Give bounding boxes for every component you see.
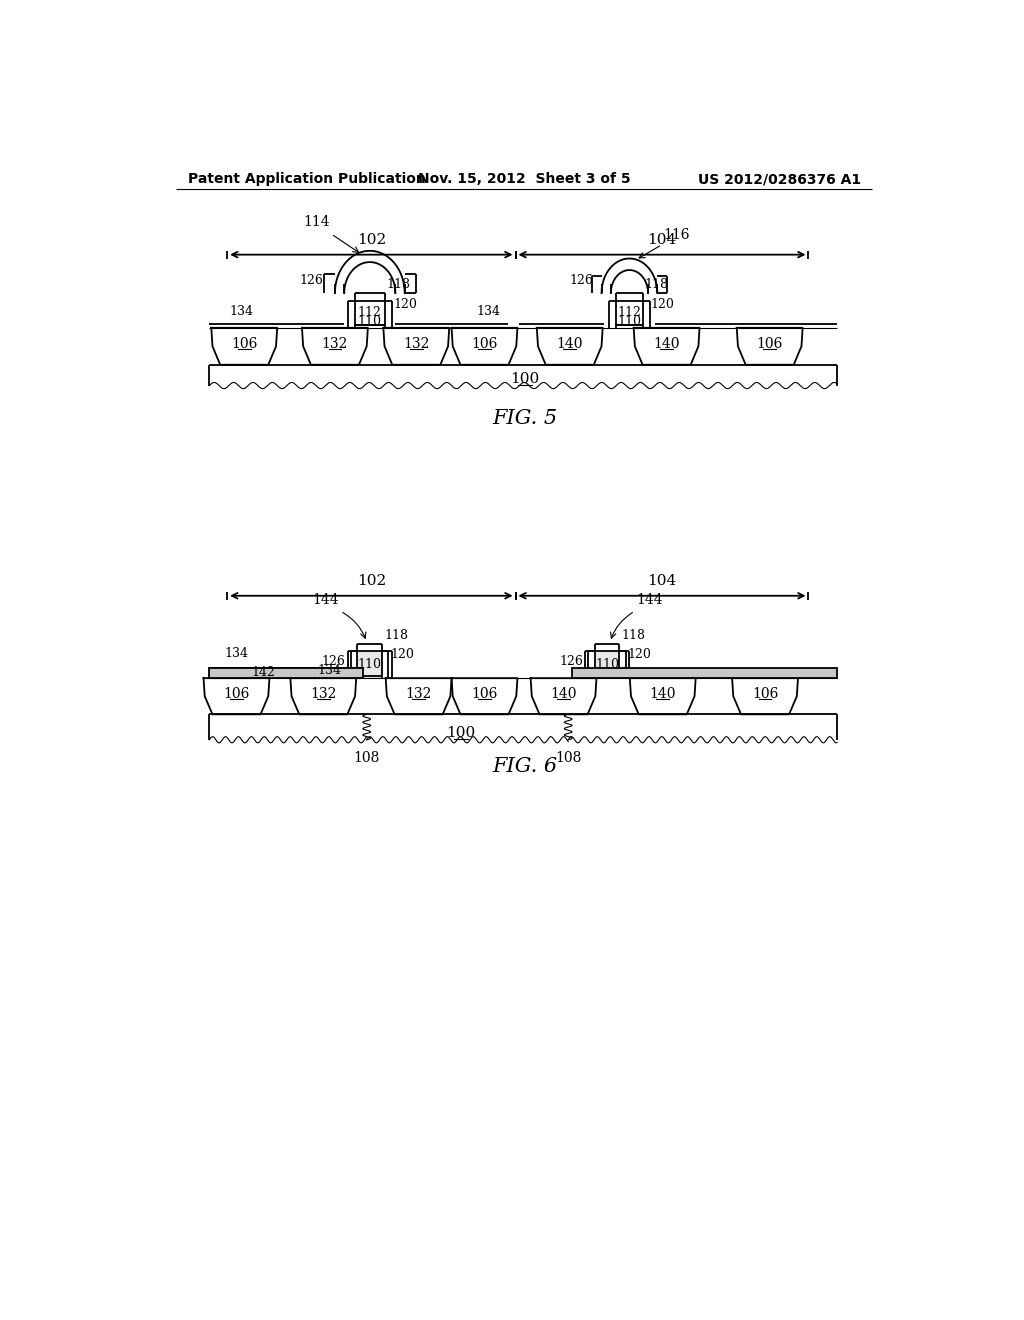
- Text: 118: 118: [385, 628, 409, 642]
- Text: 106: 106: [231, 337, 257, 351]
- Text: 132: 132: [322, 337, 348, 351]
- Polygon shape: [386, 678, 452, 714]
- Text: 108: 108: [353, 751, 380, 764]
- Polygon shape: [537, 327, 603, 364]
- Bar: [357, 651, 382, 678]
- Text: 110: 110: [617, 315, 641, 329]
- Text: 142: 142: [251, 665, 275, 678]
- Text: 120: 120: [394, 298, 418, 312]
- Text: 118: 118: [622, 628, 646, 642]
- Bar: [209, 668, 362, 678]
- Polygon shape: [452, 678, 517, 714]
- Text: 126: 126: [299, 275, 324, 286]
- Text: FIG. 6: FIG. 6: [493, 756, 557, 776]
- Text: 140: 140: [653, 337, 680, 351]
- Polygon shape: [291, 678, 356, 714]
- Text: 144: 144: [636, 593, 663, 607]
- Polygon shape: [630, 678, 695, 714]
- Text: 132: 132: [310, 686, 337, 701]
- Bar: [595, 651, 620, 678]
- Text: 110: 110: [357, 657, 382, 671]
- Polygon shape: [732, 678, 798, 714]
- Text: 116: 116: [664, 227, 690, 242]
- Text: 112: 112: [357, 306, 382, 319]
- Text: 100: 100: [446, 726, 476, 739]
- Text: 132: 132: [406, 686, 432, 701]
- Text: 106: 106: [757, 337, 783, 351]
- Polygon shape: [211, 327, 278, 364]
- Text: 118: 118: [645, 277, 669, 290]
- Text: FIG. 5: FIG. 5: [493, 409, 557, 428]
- Text: 106: 106: [223, 686, 250, 701]
- Text: 144: 144: [312, 593, 339, 607]
- Text: 126: 126: [569, 275, 593, 286]
- Text: 108: 108: [555, 751, 582, 764]
- Text: Nov. 15, 2012  Sheet 3 of 5: Nov. 15, 2012 Sheet 3 of 5: [419, 172, 631, 186]
- Text: 134: 134: [230, 305, 254, 318]
- Text: 118: 118: [387, 277, 411, 290]
- Text: 134: 134: [224, 647, 249, 660]
- Text: 126: 126: [322, 655, 345, 668]
- Text: 110: 110: [357, 315, 382, 329]
- Text: 114: 114: [303, 215, 330, 230]
- Polygon shape: [634, 327, 699, 364]
- Text: 126: 126: [560, 655, 584, 668]
- Text: 100: 100: [510, 372, 540, 385]
- Text: 104: 104: [647, 574, 677, 589]
- Polygon shape: [302, 327, 368, 364]
- Polygon shape: [383, 327, 450, 364]
- Text: 140: 140: [550, 686, 577, 701]
- Text: 120: 120: [650, 298, 674, 312]
- Text: 102: 102: [356, 574, 386, 589]
- Polygon shape: [204, 678, 269, 714]
- Text: 120: 120: [390, 648, 414, 661]
- Text: 120: 120: [627, 648, 651, 661]
- Text: 134: 134: [476, 305, 500, 318]
- Text: 140: 140: [556, 337, 583, 351]
- Text: 134: 134: [317, 664, 342, 677]
- Text: US 2012/0286376 A1: US 2012/0286376 A1: [698, 172, 861, 186]
- Polygon shape: [452, 327, 517, 364]
- Text: 106: 106: [471, 686, 498, 701]
- Text: 104: 104: [647, 232, 677, 247]
- Text: 112: 112: [617, 306, 641, 319]
- Text: 102: 102: [356, 232, 386, 247]
- Polygon shape: [530, 678, 597, 714]
- Polygon shape: [736, 327, 803, 364]
- Text: Patent Application Publication: Patent Application Publication: [188, 172, 426, 186]
- Text: 132: 132: [403, 337, 429, 351]
- Text: 110: 110: [595, 657, 618, 671]
- Text: 106: 106: [471, 337, 498, 351]
- Bar: [572, 668, 838, 678]
- Text: 140: 140: [649, 686, 676, 701]
- Text: 106: 106: [752, 686, 778, 701]
